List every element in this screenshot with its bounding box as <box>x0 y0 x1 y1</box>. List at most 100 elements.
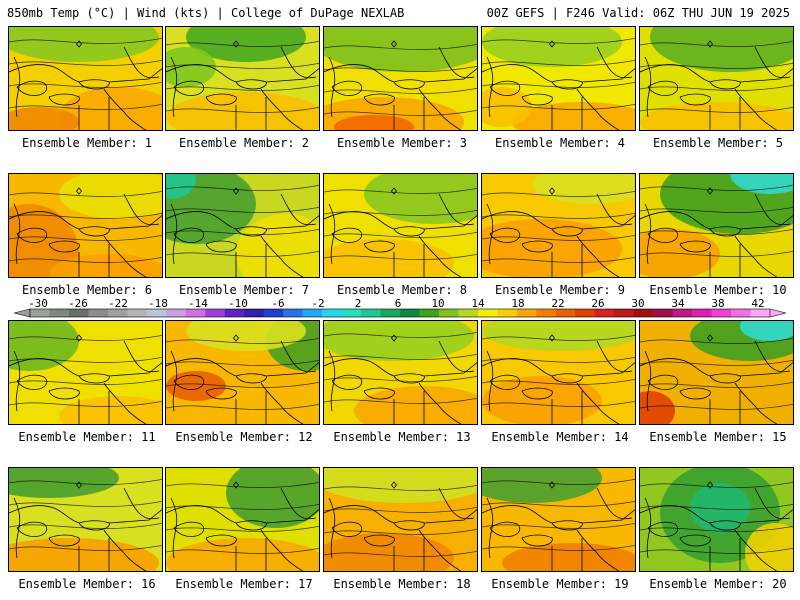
colorbar-legend: -30 -26 -22 -18 -14 -10 -6 -2 2 6 10 14 18 22 26 30 34 38… <box>13 297 787 318</box>
height-contours <box>482 37 635 110</box>
height-contours <box>9 334 162 407</box>
height-contours <box>9 478 162 551</box>
geography-outlines <box>482 46 635 130</box>
ensemble-member-label: Ensemble Member: 9 <box>494 283 626 297</box>
height-contours <box>166 40 319 113</box>
geography-outlines <box>9 193 162 277</box>
temperature-contours <box>324 468 477 571</box>
station-marker <box>390 40 398 48</box>
temperature-contours <box>482 468 635 571</box>
map-panel-member-6 <box>8 173 163 278</box>
colorbar-swatch <box>438 309 459 317</box>
height-contours <box>166 184 319 257</box>
colorbar-tick-label: 30 <box>631 297 644 310</box>
temperature-contours <box>482 321 635 424</box>
colorbar-swatch <box>692 309 713 317</box>
ensemble-member-label: Ensemble Member: 7 <box>178 283 310 297</box>
geography-outlines <box>324 340 477 424</box>
ensemble-member-label: Ensemble Member: 12 <box>175 430 313 444</box>
colorbar-swatch <box>653 309 674 317</box>
station-marker <box>390 187 398 195</box>
temperature-map <box>9 468 162 571</box>
colorbar-swatch <box>750 309 771 317</box>
temperature-map <box>640 321 793 424</box>
map-panel-member-7 <box>165 173 320 278</box>
station-marker <box>390 334 398 342</box>
colorbar-tick-label: -10 <box>228 297 248 310</box>
colorbar-swatch <box>477 309 498 317</box>
ensemble-member-label: Ensemble Member: 6 <box>21 283 153 297</box>
temperature-map <box>166 468 319 571</box>
station-marker <box>232 187 240 195</box>
colorbar-swatch <box>107 309 128 317</box>
colorbar-tick-label: 42 <box>751 297 764 310</box>
temperature-map <box>9 174 162 277</box>
temperature-map <box>324 27 477 130</box>
geography-outlines <box>324 487 477 571</box>
temperature-contours <box>166 321 319 401</box>
temperature-map <box>640 27 793 130</box>
ensemble-member-label: Ensemble Member: 2 <box>178 136 310 150</box>
colorbar-tick-label: 34 <box>671 297 685 310</box>
colorbar-tick-label: -18 <box>148 297 168 310</box>
geography-outlines <box>640 193 793 277</box>
geography-outlines <box>9 487 162 571</box>
station-marker <box>75 187 83 195</box>
temperature-map <box>324 174 477 277</box>
colorbar-swatch <box>458 309 479 317</box>
map-panel-member-5 <box>639 26 794 131</box>
colorbar-tick-label: 2 <box>355 297 362 310</box>
colorbar-swatch <box>244 309 265 317</box>
map-panel-member-4 <box>481 26 636 131</box>
colorbar-swatch <box>283 309 304 317</box>
colorbar-tick-label: 38 <box>711 297 724 310</box>
height-contours <box>324 187 477 260</box>
colorbar-tick-label: 6 <box>395 297 402 310</box>
height-contours <box>640 481 793 554</box>
colorbar-tick-label: -2 <box>311 297 324 310</box>
height-contours <box>166 337 319 410</box>
temperature-contours <box>9 27 162 130</box>
map-panel-member-19 <box>481 467 636 572</box>
ensemble-member-label: Ensemble Member: 10 <box>649 283 787 297</box>
colorbar-right-arrow <box>769 308 787 318</box>
ensemble-member-label: Ensemble Member: 17 <box>175 577 313 591</box>
ensemble-member-label: Ensemble Member: 4 <box>494 136 626 150</box>
station-marker <box>75 334 83 342</box>
temperature-map <box>324 321 477 424</box>
geography-outlines <box>640 340 793 424</box>
colorbar-swatch <box>166 309 187 317</box>
temperature-map <box>640 174 793 277</box>
chart-title: 850mb Temp (°C) | Wind (kts) | College o… <box>7 6 405 20</box>
colorbar-swatch <box>594 309 615 317</box>
temperature-map <box>482 321 635 424</box>
colorbar-swatch <box>380 309 401 317</box>
colorbar-swatch <box>516 309 537 317</box>
temperature-map <box>166 27 319 130</box>
ensemble-member-label: Ensemble Member: 14 <box>491 430 629 444</box>
temperature-contours <box>640 27 793 130</box>
height-contours <box>640 184 793 257</box>
height-contours <box>9 190 162 263</box>
colorbar-tick-label: -26 <box>68 297 88 310</box>
ensemble-member-label: Ensemble Member: 19 <box>491 577 629 591</box>
colorbar-swatch <box>205 309 226 317</box>
map-panel-member-13 <box>323 320 478 425</box>
ensemble-member-label: Ensemble Member: 5 <box>652 136 784 150</box>
height-contours <box>640 337 793 410</box>
map-panel-member-14 <box>481 320 636 425</box>
height-contours <box>9 37 162 110</box>
station-marker <box>548 40 556 48</box>
colorbar-left-arrow <box>13 308 31 318</box>
temperature-map <box>166 174 319 277</box>
colorbar-swatch <box>361 309 382 317</box>
temperature-map <box>640 468 793 571</box>
colorbar-swatch <box>302 309 323 317</box>
temperature-contours <box>166 27 319 130</box>
station-marker <box>548 334 556 342</box>
colorbar-swatch <box>127 309 148 317</box>
run-info: 00Z GEFS | F246 Valid: 06Z THU JUN 19 20… <box>486 6 790 20</box>
colorbar-swatch <box>146 309 167 317</box>
temperature-map <box>9 27 162 130</box>
colorbar-tick-label: 22 <box>551 297 564 310</box>
